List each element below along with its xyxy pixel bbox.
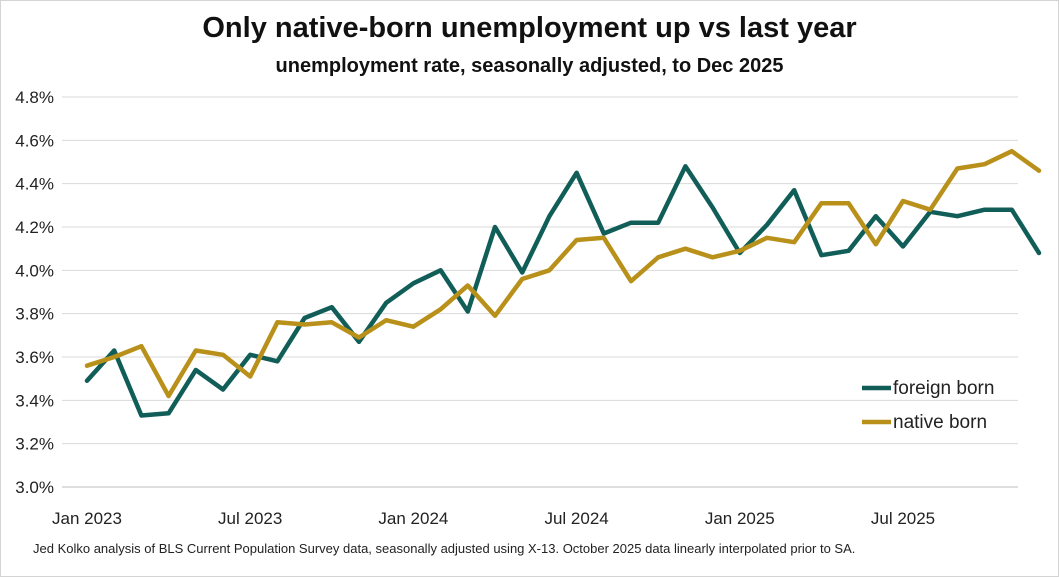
x-tick-label: Jul 2025 [871,509,935,528]
x-tick-label: Jul 2023 [218,509,282,528]
x-tick-label: Jul 2024 [544,509,608,528]
chart-subtitle: unemployment rate, seasonally adjusted, … [275,55,784,77]
y-tick-label: 4.8% [15,88,54,107]
y-tick-label: 3.6% [15,348,54,367]
y-tick-label: 3.0% [15,478,54,497]
series-line-native-born [84,148,1042,399]
x-axis-ticks: Jan 2023 Jul 2023 Jan 2024 Jul 2024 Jan 2025… [52,509,935,528]
source-note: Jed Kolko analysis of BLS Current Popula… [33,541,856,556]
legend-label: native born [893,412,987,433]
gridlines [62,96,1018,488]
legend: foreign born native born [862,378,994,433]
y-tick-label: 4.6% [15,131,54,150]
legend-label: foreign born [893,378,994,399]
y-tick-label: 3.2% [15,435,54,454]
y-tick-label: 3.4% [15,391,54,410]
y-tick-label: 4.0% [15,261,54,280]
y-tick-label: 3.8% [15,305,54,324]
series-line-foreign-born [84,164,1042,418]
y-tick-label: 4.2% [15,218,54,237]
chart-title: Only native-born unemployment up vs last… [202,12,857,44]
y-axis-ticks: 3.0% 3.2% 3.4% 3.6% 3.8% 4.0% 4.2% 4.4% 4.6% 4.8% [15,88,54,497]
x-tick-label: Jan 2024 [378,509,448,528]
x-tick-label: Jan 2023 [52,509,122,528]
x-tick-label: Jan 2025 [705,509,775,528]
series-lines [84,148,1042,418]
y-tick-label: 4.4% [15,175,54,194]
